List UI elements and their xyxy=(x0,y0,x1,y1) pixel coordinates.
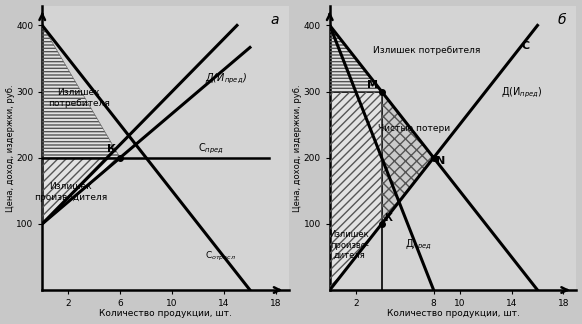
Text: N: N xyxy=(435,156,445,166)
Y-axis label: Цена, доход, издержки, руб.: Цена, доход, издержки, руб. xyxy=(6,84,15,212)
Text: Д$_{пред}$: Д$_{пред}$ xyxy=(405,237,432,252)
Text: Излишек потребителя: Излишек потребителя xyxy=(374,46,481,55)
X-axis label: Количество продукции, шт.: Количество продукции, шт. xyxy=(99,309,232,318)
Text: M: M xyxy=(367,80,378,90)
Text: б: б xyxy=(558,14,566,28)
Text: К: К xyxy=(107,145,116,155)
Polygon shape xyxy=(330,25,382,92)
Text: Излишек
произво-
дителя: Излишек произво- дителя xyxy=(329,230,369,260)
Text: а: а xyxy=(270,14,279,28)
Text: Д(И$_{пред}$): Д(И$_{пред}$) xyxy=(204,72,247,87)
Text: Излишек
производителя: Излишек производителя xyxy=(34,182,108,202)
Y-axis label: Цена, доход, издержки, руб.: Цена, доход, издержки, руб. xyxy=(293,84,302,212)
X-axis label: Количество продукции, шт.: Количество продукции, шт. xyxy=(386,309,520,318)
Text: С$_{пред}$: С$_{пред}$ xyxy=(198,142,224,156)
Text: С$_{отрасл}$: С$_{отрасл}$ xyxy=(204,250,236,263)
Polygon shape xyxy=(42,158,120,224)
Polygon shape xyxy=(330,92,382,290)
Text: Чистые потери: Чистые потери xyxy=(378,124,450,133)
Text: Излишек
потребителя: Излишек потребителя xyxy=(48,88,109,108)
Polygon shape xyxy=(382,92,434,224)
Text: Д(И$_{пред}$): Д(И$_{пред}$) xyxy=(501,85,543,100)
Polygon shape xyxy=(42,25,120,158)
Text: С: С xyxy=(522,40,530,51)
Text: К: К xyxy=(384,213,392,223)
